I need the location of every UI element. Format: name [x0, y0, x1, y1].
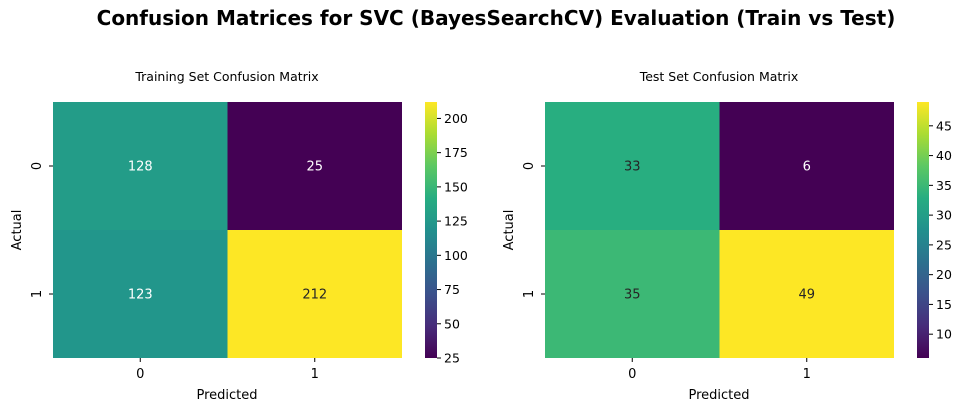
test-cell-label-0-1: 6 — [803, 160, 811, 175]
test-colorbar-tick-label-1: 15 — [936, 297, 952, 312]
test-y-tick-label-1: 1 — [522, 290, 537, 298]
test-heatmap: Test Set Confusion Matrix Predicted Actu… — [502, 69, 952, 403]
training-cell-label-0-0: 128 — [128, 160, 153, 175]
test-heatmap-title: Test Set Confusion Matrix — [639, 69, 799, 84]
training-colorbar-tick-label-7: 200 — [444, 111, 468, 126]
training-colorbar-tick-label-0: 25 — [444, 351, 460, 366]
training-colorbar-tick-label-3: 100 — [444, 248, 468, 263]
test-x-tick-label-1: 1 — [803, 367, 811, 382]
training-colorbar-tick-label-4: 125 — [444, 214, 468, 229]
test-cell-label-0-0: 33 — [624, 160, 641, 175]
test-x-axis-label: Predicted — [688, 388, 749, 403]
training-y-axis-label: Actual — [10, 210, 25, 251]
test-cell-label-1-0: 35 — [624, 288, 641, 303]
test-colorbar-tick-label-5: 35 — [936, 178, 952, 193]
test-colorbar-tick-label-7: 45 — [936, 118, 952, 133]
training-colorbar-tick-label-5: 150 — [444, 179, 468, 194]
test-colorbar-tick-label-4: 30 — [936, 208, 952, 223]
training-cell-label-1-0: 123 — [128, 288, 153, 303]
training-cell-0-1 — [227, 102, 402, 230]
test-colorbar — [917, 102, 929, 358]
training-colorbar-tick-label-6: 175 — [444, 145, 468, 160]
training-heatmap-title: Training Set Confusion Matrix — [134, 69, 318, 84]
training-cell-label-1-1: 212 — [302, 288, 327, 303]
training-heatmap: Training Set Confusion Matrix Predicted … — [10, 69, 468, 403]
training-cell-1-1 — [227, 230, 402, 358]
training-y-tick-label-1: 1 — [30, 290, 45, 298]
training-x-axis-label: Predicted — [196, 388, 257, 403]
test-colorbar-tick-label-2: 20 — [936, 267, 952, 282]
training-cell-1-0 — [53, 230, 228, 358]
test-cell-label-1-1: 49 — [798, 288, 815, 303]
test-colorbar-tick-label-6: 40 — [936, 148, 952, 163]
training-cell-label-0-1: 25 — [306, 160, 323, 175]
test-x-tick-label-0: 0 — [628, 367, 636, 382]
training-colorbar — [425, 102, 437, 358]
test-cell-1-1 — [719, 230, 894, 358]
test-y-axis-label: Actual — [502, 210, 517, 251]
training-x-tick-label-1: 1 — [311, 367, 319, 382]
training-x-tick-label-0: 0 — [136, 367, 144, 382]
training-y-tick-label-0: 0 — [30, 162, 45, 170]
test-colorbar-tick-label-0: 10 — [936, 327, 952, 342]
training-colorbar-tick-label-2: 75 — [444, 282, 460, 297]
test-cell-1-0 — [545, 230, 720, 358]
test-cell-0-1 — [719, 102, 894, 230]
test-cell-0-0 — [545, 102, 720, 230]
test-colorbar-tick-label-3: 25 — [936, 237, 952, 252]
figure-title: Confusion Matrices for SVC (BayesSearchC… — [97, 6, 896, 30]
training-cell-0-0 — [53, 102, 228, 230]
test-y-tick-label-0: 0 — [522, 162, 537, 170]
training-colorbar-tick-label-1: 50 — [444, 316, 460, 331]
